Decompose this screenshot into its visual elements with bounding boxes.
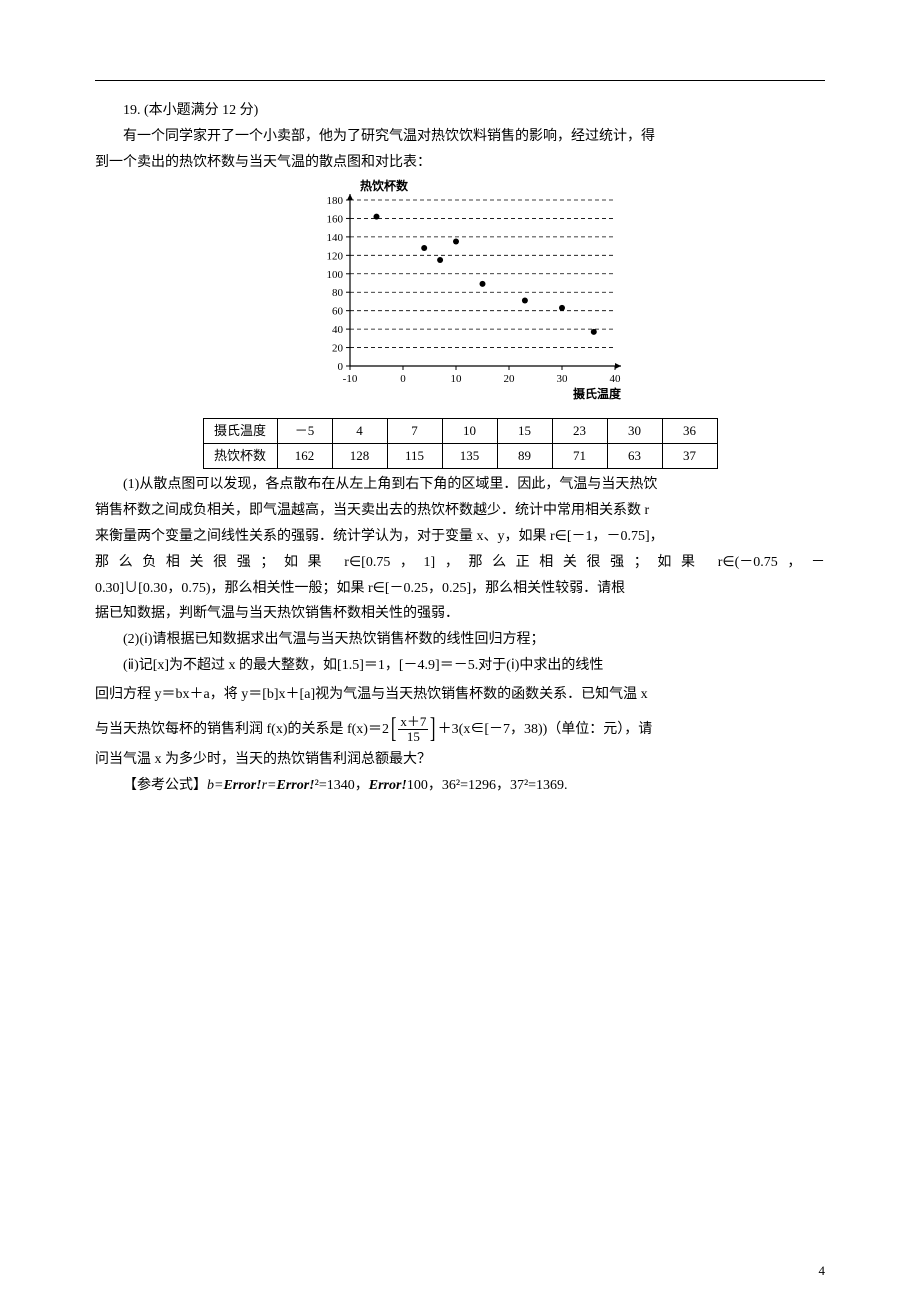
svg-text:60: 60 xyxy=(332,306,344,318)
p6b-3: ²=1340， xyxy=(315,778,369,793)
cell: 37 xyxy=(662,444,717,469)
err2: Error! xyxy=(277,778,315,793)
svg-text:180: 180 xyxy=(327,195,344,207)
cell: －5 xyxy=(277,419,332,444)
svg-text:100: 100 xyxy=(327,269,344,281)
p1b: 到一个卖出的热饮杯数与当天气温的散点图和对比表： xyxy=(95,151,825,175)
lbracket: [ xyxy=(391,715,397,743)
cell: 135 xyxy=(442,444,497,469)
top-divider xyxy=(95,80,825,81)
q-score: (本小题满分 12 分) xyxy=(144,103,258,118)
table-row: 摄氏温度 －5 4 7 10 15 23 30 36 xyxy=(203,419,717,444)
p2-5: 据已知数据，判断气温与当天热饮销售杯数相关性的强弱． xyxy=(95,602,825,626)
cell: 115 xyxy=(387,444,442,469)
p5: 与当天热饮每杯的销售利润 f(x)的关系是 f(x)＝2[x＋715]＋3(x∈… xyxy=(95,713,825,747)
svg-text:80: 80 xyxy=(332,288,344,300)
bhat: b xyxy=(267,687,274,702)
p2-1: 销售杯数之间成负相关，即气温越高，当天卖出去的热饮杯数越少．统计中常用相关系数 … xyxy=(95,499,825,523)
cell: 36 xyxy=(662,419,717,444)
frac-num: x＋7 xyxy=(398,715,428,730)
p6b-1: b= xyxy=(207,778,223,793)
scatter-svg: 020406080100120140160180-10010203040热饮杯数… xyxy=(280,178,640,403)
err1: Error! xyxy=(223,778,261,793)
p4a: (ⅱ)记[x]为不超过 x 的最大整数，如[1.5]＝1，[－4.9]＝－5.对… xyxy=(95,654,825,678)
cell: 89 xyxy=(497,444,552,469)
svg-text:摄氏温度: 摄氏温度 xyxy=(573,386,622,401)
svg-text:30: 30 xyxy=(557,373,569,385)
p4b: 回归方程 y＝bx＋a，将 y＝[b]x＋[a]视为气温与当天热饮销售杯数的函数… xyxy=(95,680,825,711)
svg-text:0: 0 xyxy=(338,361,344,373)
p6a: 【参考公式】 xyxy=(123,778,207,793)
scatter-chart: 020406080100120140160180-10010203040热饮杯数… xyxy=(280,178,640,412)
cell: 162 xyxy=(277,444,332,469)
frac-den: 15 xyxy=(398,730,428,744)
cell: 30 xyxy=(607,419,662,444)
svg-text:-10: -10 xyxy=(343,373,358,385)
q-num: 19 xyxy=(123,103,137,118)
svg-text:热饮杯数: 热饮杯数 xyxy=(360,178,409,193)
svg-text:20: 20 xyxy=(332,343,344,355)
cell: 10 xyxy=(442,419,497,444)
p6b-4: 100，36²=1296，37²=1369. xyxy=(407,778,568,793)
p4b-a: 回归方程 xyxy=(95,687,155,702)
p5c: 问当气温 x 为多少时，当天的热饮销售利润总额最大？ xyxy=(95,748,825,772)
p5b: ＋3(x∈[－7，38))（单位：元），请 xyxy=(438,722,653,737)
svg-text:120: 120 xyxy=(327,251,344,263)
cell: 23 xyxy=(552,419,607,444)
p6: 【参考公式】b=Error!r=Error!²=1340，Error!100，3… xyxy=(95,774,825,798)
row-header-2: 热饮杯数 xyxy=(203,444,277,469)
cell: 15 xyxy=(497,419,552,444)
fraction: x＋715 xyxy=(398,715,428,743)
p4b-c: ]x＋[ xyxy=(274,687,304,702)
svg-text:40: 40 xyxy=(332,325,344,337)
p2-4: 0.30]∪[0.30，0.75)，那么相关性一般；如果 r∈[－0.25，0.… xyxy=(95,577,825,601)
p4b-d: ]视为气温与当天热饮销售杯数的函数关系．已知气温 x xyxy=(310,687,647,702)
svg-text:10: 10 xyxy=(451,373,463,385)
cell: 4 xyxy=(332,419,387,444)
p2-3: 那么负相关很强；如果 r∈[0.75，1]，那么正相关很强；如果 r∈(－0.7… xyxy=(95,551,825,575)
p1a: 有一个同学家开了一个小卖部，他为了研究气温对热饮饮料销售的影响，经过统计，得 xyxy=(95,125,825,149)
svg-text:140: 140 xyxy=(327,232,344,244)
rbracket: ] xyxy=(430,715,436,743)
svg-text:160: 160 xyxy=(327,214,344,226)
p4b-b: ，将 y＝[ xyxy=(210,687,267,702)
scatter-chart-wrap: 020406080100120140160180-10010203040热饮杯数… xyxy=(95,178,825,412)
table-row: 热饮杯数 162 128 115 135 89 71 63 37 xyxy=(203,444,717,469)
row-header-1: 摄氏温度 xyxy=(203,419,277,444)
svg-text:0: 0 xyxy=(400,373,406,385)
q-header: 19. (本小题满分 12 分) xyxy=(95,99,825,123)
cell: 71 xyxy=(552,444,607,469)
p2-0: (1)从散点图可以发现，各点散布在从左上角到右下角的区域里．因此，气温与当天热饮 xyxy=(95,473,825,497)
p3: (2)(ⅰ)请根据已知数据求出气温与当天热饮销售杯数的线性回归方程； xyxy=(95,628,825,652)
cell: 63 xyxy=(607,444,662,469)
err3: Error! xyxy=(369,778,407,793)
svg-text:40: 40 xyxy=(610,373,622,385)
eqn: y＝bx＋a xyxy=(155,687,210,702)
cell: 7 xyxy=(387,419,442,444)
page-number: 4 xyxy=(819,1260,826,1282)
svg-text:20: 20 xyxy=(504,373,516,385)
data-table: 摄氏温度 －5 4 7 10 15 23 30 36 热饮杯数 162 128 … xyxy=(203,418,718,469)
cell: 128 xyxy=(332,444,387,469)
p5a: 与当天热饮每杯的销售利润 f(x)的关系是 f(x)＝2 xyxy=(95,722,389,737)
p2-2: 来衡量两个变量之间线性关系的强弱．统计学认为，对于变量 x、y，如果 r∈[－1… xyxy=(95,525,825,549)
p6b-2: r= xyxy=(262,778,277,793)
